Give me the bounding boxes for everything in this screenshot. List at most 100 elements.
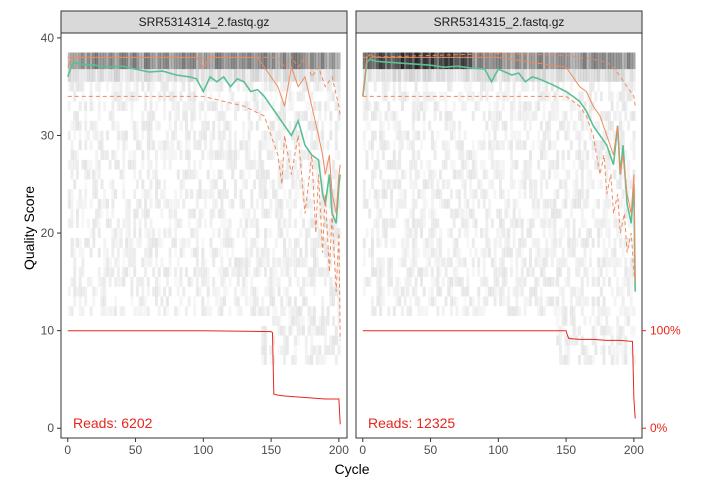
- heat-cell: [214, 52, 218, 70]
- heat-cell: [269, 209, 272, 219]
- heat-cell: [92, 69, 96, 82]
- plot-background: [356, 33, 642, 438]
- heat-cell: [146, 52, 150, 70]
- heat-cell: [225, 237, 229, 248]
- heat-cell: [258, 169, 262, 180]
- heat-cell: [100, 296, 104, 307]
- heat-cell: [621, 52, 625, 70]
- heat-cell: [124, 130, 129, 141]
- heat-cell: [430, 189, 434, 199]
- heat-cell: [312, 345, 317, 356]
- heat-cell: [368, 52, 372, 70]
- heat-cell: [605, 306, 609, 317]
- heat-cell: [190, 169, 194, 180]
- heat-cell: [520, 276, 524, 287]
- heat-cell: [553, 140, 556, 150]
- heat-cell: [288, 199, 291, 209]
- heat-cell: [477, 257, 481, 268]
- heat-cell: [548, 218, 552, 229]
- heat-cell: [261, 179, 265, 190]
- heat-cell: [515, 218, 519, 229]
- heat-cell: [168, 111, 172, 121]
- heat-cell: [586, 267, 590, 277]
- heat-cell: [561, 159, 565, 170]
- heat-cell: [400, 101, 404, 112]
- heat-cell: [381, 257, 385, 268]
- heat-cell: [337, 228, 341, 238]
- heat-cell: [556, 170, 559, 180]
- heat-cell: [539, 267, 543, 277]
- heat-cell: [179, 189, 183, 199]
- heat-cell: [78, 267, 82, 277]
- heat-cell: [423, 306, 426, 316]
- heat-cell: [390, 179, 393, 189]
- heat-cell: [127, 52, 131, 70]
- heat-cell: [204, 91, 208, 102]
- heat-cell: [561, 247, 565, 258]
- heat-cell: [165, 140, 169, 151]
- heat-cell: [441, 69, 445, 82]
- heat-cell: [419, 69, 424, 82]
- heat-cell: [613, 130, 617, 141]
- heat-cell: [591, 237, 595, 248]
- heat-cell: [144, 101, 148, 112]
- heat-cell: [133, 189, 137, 199]
- heat-cell: [283, 247, 287, 258]
- heat-cell: [97, 267, 101, 277]
- heat-cell: [283, 189, 286, 199]
- heat-cell: [182, 111, 186, 121]
- heat-cell: [455, 169, 459, 180]
- heat-cell: [447, 228, 451, 238]
- heat-cell: [630, 140, 633, 150]
- heat-cell: [255, 296, 259, 307]
- heat-cell: [308, 316, 311, 326]
- heat-cell: [108, 218, 112, 229]
- heat-cell: [434, 209, 437, 219]
- heat-cell: [261, 257, 265, 268]
- heat-cell: [398, 120, 402, 131]
- heat-cell: [373, 218, 377, 229]
- heat-cell: [337, 121, 340, 131]
- heat-cell: [395, 276, 399, 287]
- heat-cell: [624, 355, 628, 365]
- heat-cell: [201, 296, 205, 307]
- heat-cell: [146, 81, 150, 92]
- heat-cell: [264, 257, 267, 267]
- heat-cell: [607, 69, 612, 82]
- heat-cell: [518, 208, 522, 219]
- heat-cell: [193, 247, 197, 258]
- heat-cell: [310, 209, 313, 219]
- heat-cell: [496, 140, 500, 151]
- heat-cell: [572, 120, 576, 131]
- heat-cell: [95, 179, 99, 190]
- heat-cell: [114, 228, 118, 238]
- heat-cell: [245, 228, 248, 238]
- heat-cell: [160, 296, 164, 307]
- heat-cell: [326, 189, 330, 199]
- heat-cell: [296, 69, 300, 82]
- heat-cell: [578, 130, 582, 141]
- heat-cell: [146, 111, 150, 121]
- heat-cell: [231, 52, 235, 70]
- heat-cell: [296, 276, 300, 287]
- heat-cell: [146, 208, 150, 219]
- heat-cell: [114, 121, 117, 131]
- heat-cell: [190, 276, 194, 287]
- heat-cell: [551, 218, 554, 228]
- heat-cell: [141, 69, 145, 82]
- heat-cell: [209, 101, 213, 112]
- heat-cell: [247, 101, 251, 112]
- heat-cell: [318, 208, 322, 219]
- heat-cell: [504, 237, 508, 248]
- heat-cell: [206, 120, 210, 131]
- heat-cell: [575, 101, 578, 111]
- heat-cell: [384, 237, 388, 248]
- heat-cell: [242, 286, 246, 297]
- heat-cell: [381, 130, 385, 141]
- heat-cell: [141, 189, 144, 199]
- heat-cell: [225, 267, 229, 277]
- heat-cell: [507, 81, 511, 92]
- heat-cell: [616, 160, 619, 170]
- heat-cell: [149, 257, 153, 268]
- heat-cell: [111, 267, 115, 277]
